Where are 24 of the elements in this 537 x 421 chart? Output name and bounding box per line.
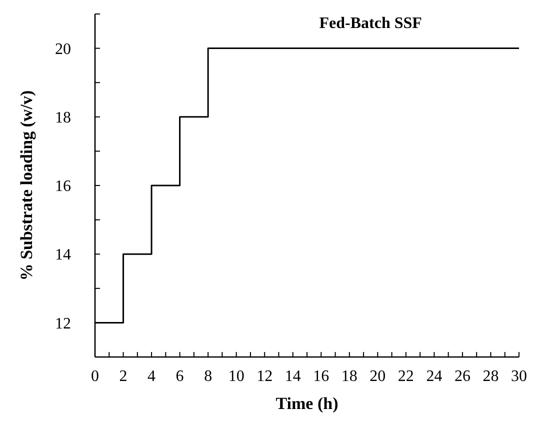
x-axis-title: Time (h): [276, 394, 338, 413]
x-tick-label: 24: [426, 368, 442, 385]
x-tick-label: 8: [204, 368, 212, 385]
x-tick-label: 6: [176, 368, 184, 385]
x-tick-label: 30: [511, 368, 527, 385]
y-tick-label: 14: [55, 246, 71, 264]
x-tick-label: 28: [482, 368, 499, 385]
chart-title: Fed-Batch SSF: [319, 15, 422, 32]
x-tick-label: 14: [284, 368, 301, 385]
x-tick-label: 10: [228, 368, 244, 385]
x-tick-label: 26: [454, 368, 470, 385]
y-tick-label: 16: [55, 178, 71, 196]
y-axis-title: % Substrate loading (w/v): [17, 90, 36, 281]
x-tick-label: 0: [91, 368, 99, 385]
y-tick-label: 12: [55, 315, 71, 332]
x-tick-label: 12: [256, 368, 273, 385]
x-tick-label: 18: [341, 368, 358, 385]
x-tick-label: 2: [119, 368, 128, 385]
x-tick-label: 22: [398, 368, 414, 385]
x-tick-label: 20: [370, 368, 386, 385]
x-tick-label: 16: [313, 368, 330, 385]
x-tick-label: 4: [148, 368, 156, 385]
y-tick-label: 18: [55, 110, 71, 126]
y-tick-label: 20: [55, 40, 71, 58]
